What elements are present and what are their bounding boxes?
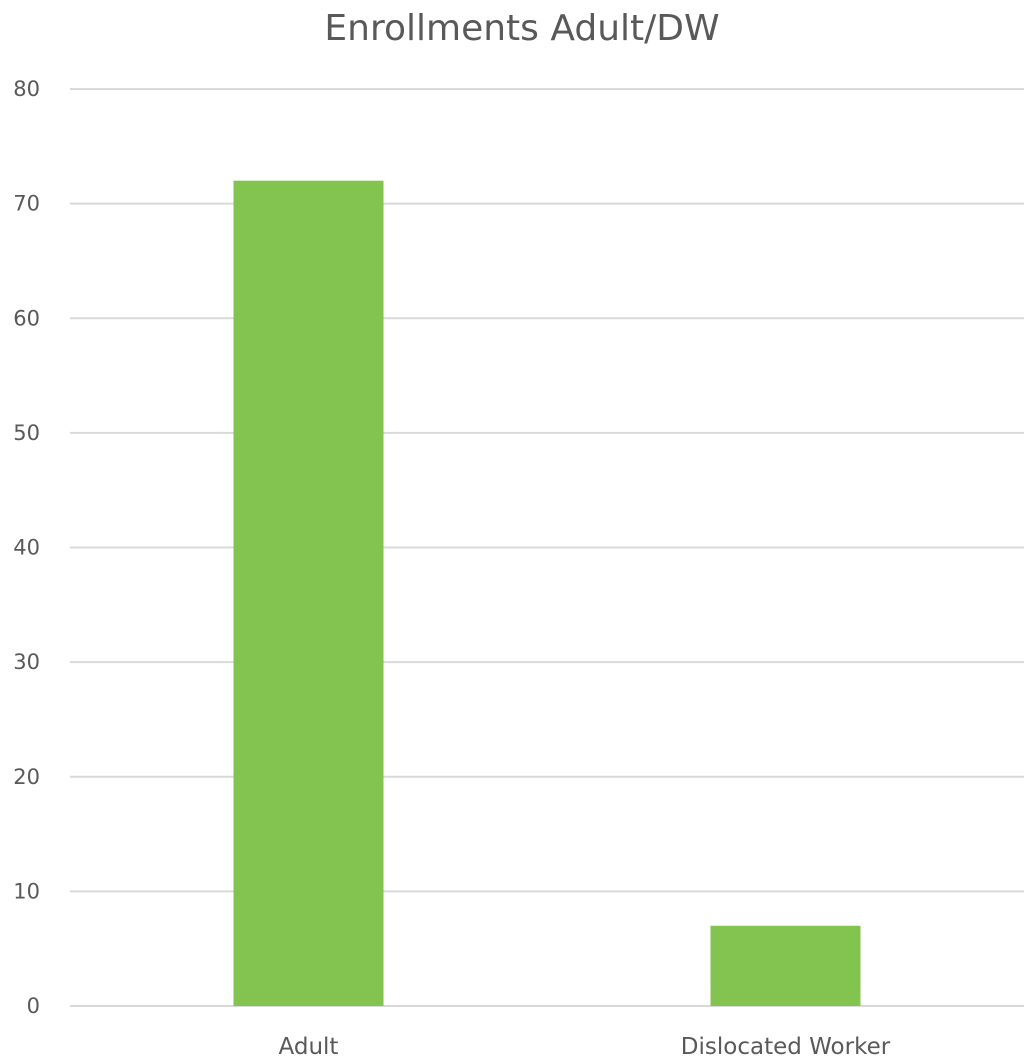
- bars: [233, 180, 861, 1006]
- x-category-label: Dislocated Worker: [681, 1034, 891, 1060]
- y-tick-label: 30: [13, 650, 40, 674]
- chart-title: Enrollments Adult/DW: [324, 8, 719, 49]
- y-tick-label: 0: [27, 994, 40, 1018]
- y-tick-label: 10: [13, 879, 40, 903]
- y-tick-label: 50: [13, 421, 40, 445]
- y-tick-label: 80: [13, 77, 40, 101]
- y-tick-label: 70: [13, 192, 40, 216]
- y-tick-label: 20: [13, 765, 40, 789]
- y-tick-label: 60: [13, 306, 40, 330]
- bar: [233, 180, 384, 1006]
- x-axis-labels: Adult Dislocated Worker: [279, 1034, 891, 1060]
- bar: [710, 925, 861, 1006]
- gridlines: [70, 88, 1024, 1007]
- y-tick-label: 40: [13, 536, 40, 560]
- x-category-label: Adult: [279, 1034, 339, 1060]
- y-axis-ticks: 0 10 20 30 40 50 60 70 80: [13, 77, 40, 1018]
